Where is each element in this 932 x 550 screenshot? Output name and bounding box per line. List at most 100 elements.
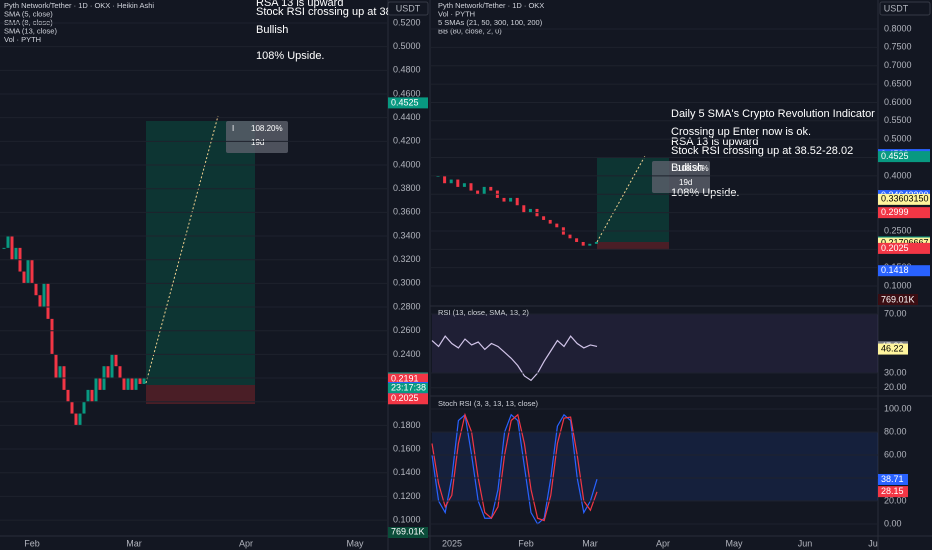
price-tag-label: 0.2025 bbox=[881, 243, 909, 253]
candle bbox=[443, 175, 447, 184]
y-tick-label: 0.00 bbox=[884, 518, 902, 528]
y-tick-label: 100.00 bbox=[884, 403, 912, 413]
measure-percent: 108.20% bbox=[677, 164, 709, 173]
y-tick-label: 0.5000 bbox=[884, 134, 912, 144]
price-tag bbox=[878, 151, 930, 163]
currency-badge bbox=[387, 1, 429, 16]
candle bbox=[476, 190, 480, 195]
candle bbox=[54, 354, 58, 379]
y-tick-label: 0.1800 bbox=[393, 420, 421, 430]
candle bbox=[26, 259, 30, 284]
volume-tag-label: 769.01K bbox=[881, 294, 915, 304]
y-tick-label: 0.3000 bbox=[393, 278, 421, 288]
y-tick-label: 0.4400 bbox=[393, 112, 421, 122]
candle bbox=[98, 378, 102, 390]
y-tick-label: 0.6000 bbox=[884, 97, 912, 107]
price-tag-label: 0.2191 bbox=[391, 373, 419, 383]
legend-entry: Pyth Network/Tether · 1D · OKX · Heikin … bbox=[4, 1, 154, 10]
candle bbox=[548, 219, 552, 224]
annotation: Daily 5 SMA's Crypto Revolution Indicato… bbox=[671, 108, 875, 120]
y-tick-label: 0.1400 bbox=[393, 467, 421, 477]
y-tick-label: 0.8000 bbox=[884, 23, 912, 33]
price-tag-label: 38.71 bbox=[881, 474, 904, 484]
candle bbox=[130, 378, 134, 390]
price-tag bbox=[878, 473, 908, 485]
price-tag bbox=[878, 193, 930, 205]
legend-entry: Vol · PYTH bbox=[4, 35, 41, 44]
y-tick-label: 0.7500 bbox=[884, 42, 912, 52]
y-tick-label: 60.00 bbox=[884, 449, 907, 459]
y-tick-label: 0.5000 bbox=[393, 41, 421, 51]
price-tag-label: 0.4525 bbox=[391, 97, 419, 107]
stop-zone bbox=[146, 385, 255, 404]
annotation: Crossing up Enter now is ok. bbox=[671, 126, 811, 138]
price-tag bbox=[878, 486, 908, 498]
candle bbox=[6, 236, 10, 248]
candle bbox=[34, 283, 38, 296]
candle bbox=[30, 259, 34, 284]
candle bbox=[588, 243, 592, 246]
price-tag-label: 0.21706667 bbox=[881, 237, 929, 247]
x-tick-label: Mar bbox=[582, 538, 598, 548]
target-zone bbox=[146, 121, 255, 385]
candle bbox=[82, 401, 86, 414]
measure-percent: 108.20% bbox=[251, 124, 283, 133]
y-tick-label: 0.3200 bbox=[393, 254, 421, 264]
legend-entry: BB (80, close, 2, 0) bbox=[438, 26, 502, 35]
price-tag-label: 0.33603150 bbox=[881, 194, 929, 204]
measure-days: 19d bbox=[679, 178, 692, 187]
y-tick-label: 0.3400 bbox=[393, 230, 421, 240]
annotation: Stock RSI crossing up at 38.52-28.02 bbox=[671, 145, 853, 157]
x-tick-label: Ju bbox=[868, 538, 878, 548]
candle bbox=[66, 389, 70, 402]
candle bbox=[502, 197, 506, 202]
price-tag bbox=[878, 242, 930, 254]
candle bbox=[50, 318, 54, 355]
measure-days: 19d bbox=[251, 138, 264, 147]
candle bbox=[138, 378, 142, 384]
candle bbox=[469, 183, 473, 191]
candle bbox=[38, 295, 42, 308]
price-tag-label: 0.2999 bbox=[881, 207, 909, 217]
candle bbox=[90, 389, 94, 402]
candle bbox=[134, 378, 138, 390]
annotation: 108% Upside. bbox=[671, 187, 740, 199]
stoch-band bbox=[432, 432, 878, 501]
y-tick-label: 20.00 bbox=[884, 382, 907, 392]
candle bbox=[2, 247, 6, 249]
x-tick-label: Feb bbox=[24, 538, 40, 548]
price-tag-label: 28.15 bbox=[881, 486, 904, 496]
price-tag-label: 0.1418 bbox=[881, 265, 909, 275]
price-tag bbox=[388, 97, 428, 109]
x-tick-label: Feb bbox=[518, 538, 534, 548]
x-tick-label: Jun bbox=[798, 538, 813, 548]
price-tag-label: 0.4525 bbox=[881, 151, 909, 161]
legend-entry: SMA (8, close) bbox=[4, 18, 53, 27]
y-tick-label: 0.2400 bbox=[393, 349, 421, 359]
candle bbox=[482, 186, 486, 195]
x-tick-label: May bbox=[725, 538, 743, 548]
right-clip: Daily 5 SMA's Crypto Revolution Indicato… bbox=[431, 108, 875, 525]
y-tick-label: 70.00 bbox=[884, 308, 907, 318]
y-tick-label: 0.2500 bbox=[884, 225, 912, 235]
y-tick-label: 20.00 bbox=[884, 495, 907, 505]
candle bbox=[462, 183, 466, 187]
y-tick-label: 0.5200 bbox=[393, 17, 421, 27]
y-tick-label: 0.3800 bbox=[393, 183, 421, 193]
candle bbox=[46, 283, 50, 319]
volume-tag bbox=[388, 527, 428, 538]
annotation: Stock RSI crossing up at 38 bbox=[256, 6, 392, 18]
countdown-tag bbox=[388, 383, 428, 394]
candle bbox=[86, 389, 90, 402]
candle bbox=[568, 234, 572, 239]
y-tick-label: 0.7000 bbox=[884, 60, 912, 70]
indicator-line bbox=[431, 412, 598, 522]
legend-entry: SMA (13, close) bbox=[4, 26, 57, 35]
candle bbox=[78, 413, 82, 426]
candle bbox=[122, 378, 126, 390]
candle bbox=[74, 413, 78, 426]
y-tick-label: 0.1200 bbox=[393, 491, 421, 501]
candle bbox=[522, 205, 526, 213]
